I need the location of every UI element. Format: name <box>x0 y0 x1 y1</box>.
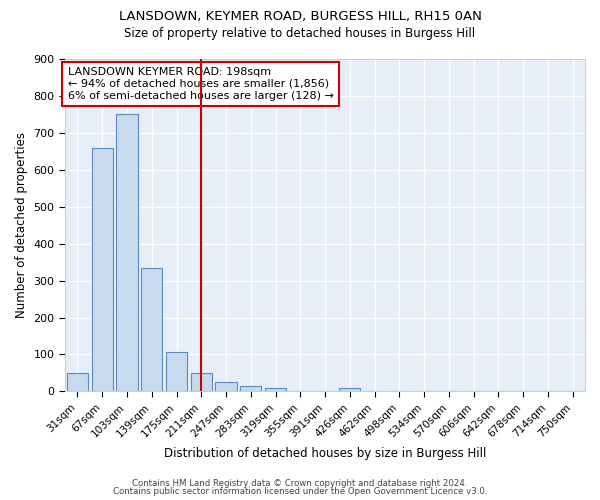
Bar <box>265 388 286 392</box>
Bar <box>215 382 236 392</box>
Text: LANSDOWN KEYMER ROAD: 198sqm
← 94% of detached houses are smaller (1,856)
6% of : LANSDOWN KEYMER ROAD: 198sqm ← 94% of de… <box>68 68 334 100</box>
Y-axis label: Number of detached properties: Number of detached properties <box>15 132 28 318</box>
Text: Size of property relative to detached houses in Burgess Hill: Size of property relative to detached ho… <box>124 28 476 40</box>
X-axis label: Distribution of detached houses by size in Burgess Hill: Distribution of detached houses by size … <box>164 447 486 460</box>
Text: LANSDOWN, KEYMER ROAD, BURGESS HILL, RH15 0AN: LANSDOWN, KEYMER ROAD, BURGESS HILL, RH1… <box>119 10 481 23</box>
Bar <box>339 388 361 392</box>
Bar <box>116 114 137 392</box>
Bar <box>166 352 187 392</box>
Bar <box>191 373 212 392</box>
Text: Contains HM Land Registry data © Crown copyright and database right 2024.: Contains HM Land Registry data © Crown c… <box>132 478 468 488</box>
Bar <box>92 148 113 392</box>
Text: Contains public sector information licensed under the Open Government Licence v3: Contains public sector information licen… <box>113 487 487 496</box>
Bar <box>240 386 261 392</box>
Bar <box>67 373 88 392</box>
Bar <box>141 268 162 392</box>
